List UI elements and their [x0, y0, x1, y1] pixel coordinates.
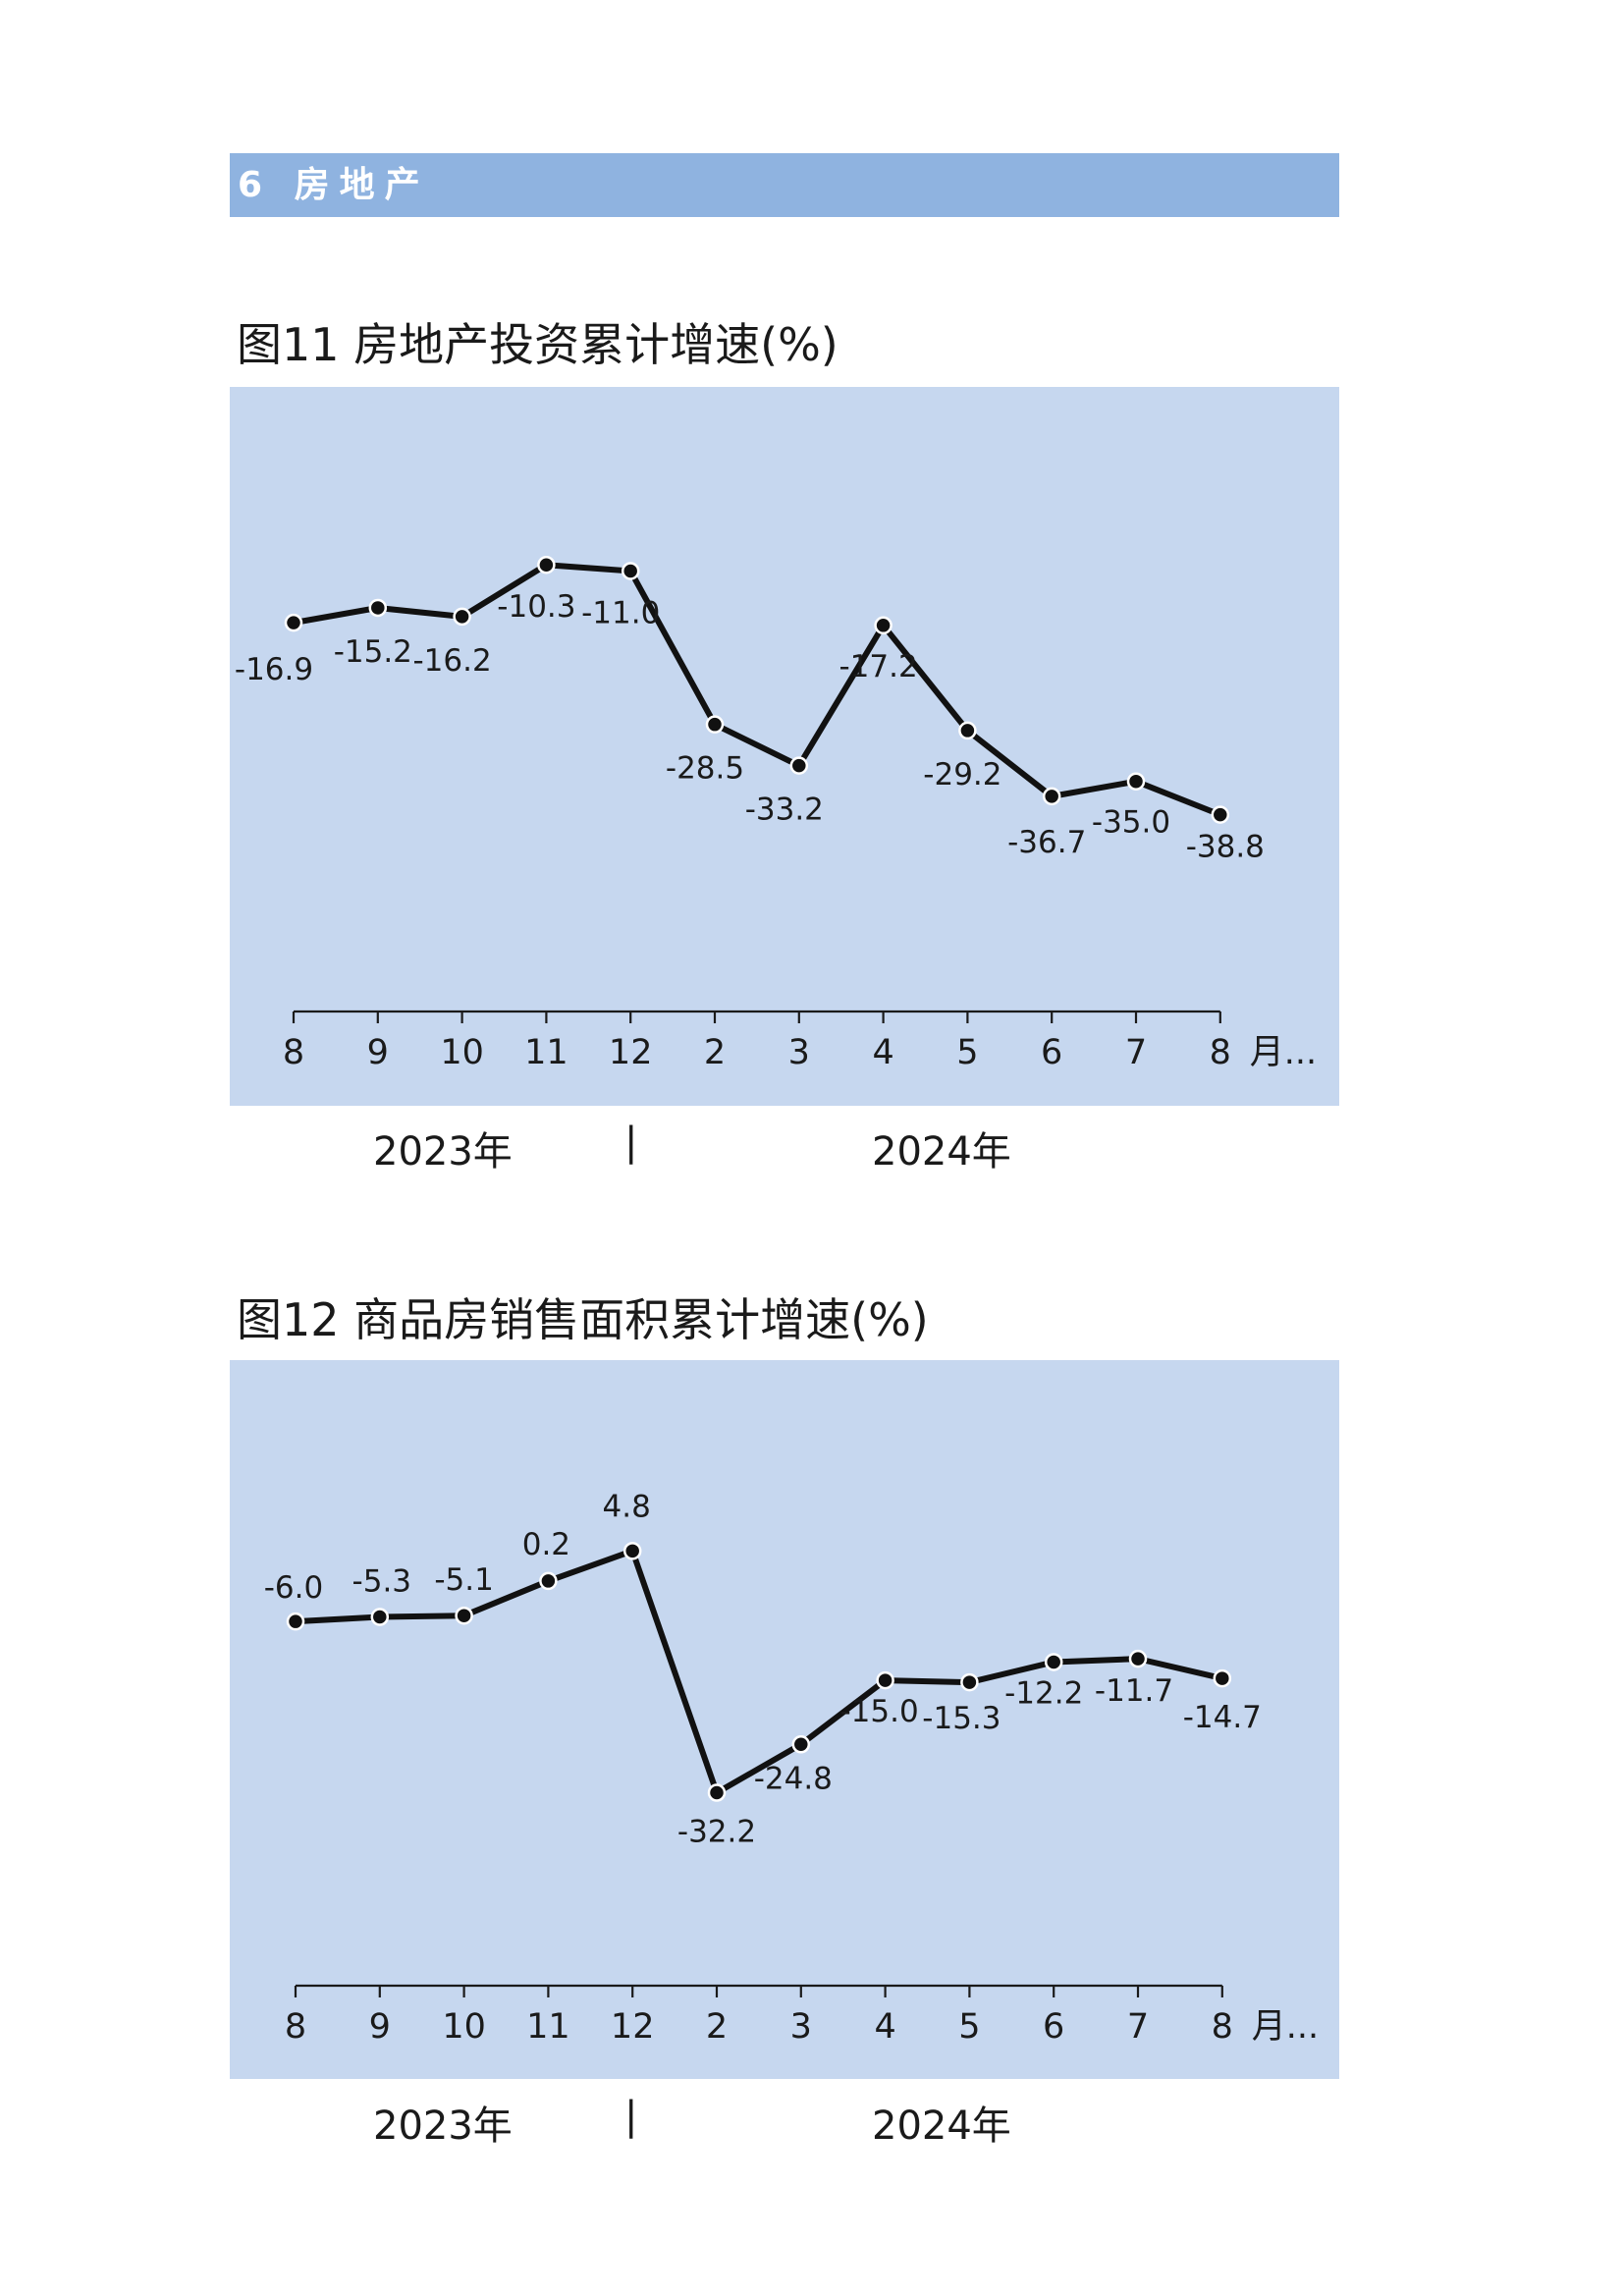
figure-12-year-2024: 2024年	[872, 2104, 1011, 2149]
data-point	[286, 1612, 305, 1631]
x-tick-label: 10	[442, 2007, 486, 2047]
data-label: -28.5	[666, 751, 744, 787]
data-point	[1044, 1653, 1063, 1671]
x-tick-label: 12	[611, 2007, 655, 2047]
section-title: 6 房地产	[238, 165, 430, 205]
x-tick-label: 8	[1212, 2007, 1233, 2047]
x-tick-label: 2	[704, 1033, 726, 1072]
data-label: -29.2	[923, 757, 1001, 793]
data-label: -5.1	[434, 1562, 494, 1598]
figure-12-title: 图12 商品房销售面积累计增速(%)	[237, 1293, 929, 1346]
data-label: -11.0	[581, 595, 660, 630]
data-point	[1128, 1649, 1148, 1668]
x-tick-label: 7	[1127, 2007, 1149, 2047]
data-point	[707, 1783, 727, 1802]
data-point	[874, 616, 893, 635]
data-point	[1126, 772, 1146, 791]
data-point	[453, 607, 471, 627]
data-point	[1213, 1668, 1232, 1688]
x-tick-label: 8	[1210, 1033, 1231, 1072]
x-tick-label: 9	[367, 1033, 389, 1072]
x-axis-unit: 月...	[1250, 1033, 1317, 1072]
data-label: -5.3	[352, 1564, 412, 1600]
figure-11-year-separator: |	[624, 1120, 638, 1165]
data-point	[1211, 805, 1230, 824]
series-line	[293, 1548, 1225, 1796]
data-label: -16.2	[412, 643, 491, 679]
x-tick-label: 4	[874, 2007, 895, 2047]
x-tick-label: 11	[526, 2007, 570, 2047]
data-label: -15.3	[922, 1701, 1001, 1736]
data-label: -12.2	[1004, 1675, 1083, 1711]
data-point	[791, 1735, 811, 1754]
data-point	[622, 1542, 642, 1560]
data-point	[370, 1608, 390, 1626]
x-tick-label: 9	[369, 2007, 391, 2047]
data-point	[539, 1571, 558, 1591]
x-tick-label: 4	[872, 1033, 893, 1072]
data-point	[368, 598, 388, 618]
data-point	[958, 721, 977, 740]
data-label: -36.7	[1007, 825, 1086, 860]
x-tick-label: 8	[283, 1033, 304, 1072]
data-label: -24.8	[754, 1761, 833, 1796]
x-tick-label: 11	[524, 1033, 568, 1072]
series-line	[291, 562, 1223, 818]
data-label: -11.7	[1095, 1673, 1173, 1709]
data-label: -6.0	[264, 1570, 324, 1606]
x-tick-label: 10	[440, 1033, 484, 1072]
data-point	[960, 1672, 979, 1692]
data-label: -38.8	[1186, 830, 1265, 865]
data-label: -15.2	[334, 634, 412, 670]
data-label: -15.0	[839, 1694, 918, 1729]
data-point	[705, 715, 725, 734]
figure-12-plot-area	[230, 1360, 1339, 2079]
x-tick-label: 7	[1125, 1033, 1147, 1072]
data-label: -35.0	[1092, 805, 1170, 841]
x-tick-label: 3	[788, 1033, 810, 1072]
x-tick-label: 5	[958, 2007, 980, 2047]
x-tick-label: 6	[1041, 1033, 1062, 1072]
data-label: 4.8	[603, 1489, 651, 1524]
x-tick-label: 2	[706, 2007, 728, 2047]
figure-11-plot-area	[230, 387, 1339, 1106]
x-tick-label: 8	[285, 2007, 306, 2047]
x-tick-label: 12	[609, 1033, 653, 1072]
data-point	[876, 1670, 894, 1690]
data-label: 0.2	[522, 1527, 570, 1562]
data-point	[284, 613, 303, 632]
section-header: 6 房地产	[230, 153, 1339, 217]
x-tick-label: 5	[956, 1033, 978, 1072]
data-point	[1042, 787, 1061, 806]
data-label: -33.2	[745, 793, 824, 828]
data-point	[789, 756, 809, 775]
data-label: -14.7	[1183, 1700, 1262, 1735]
data-label: -32.2	[677, 1815, 756, 1850]
figure-11-year-2023: 2023年	[373, 1129, 513, 1175]
x-axis-unit: 月...	[1252, 2007, 1319, 2047]
figure-11-title: 图11 房地产投资累计增速(%)	[237, 318, 839, 371]
figure-11-year-2024: 2024年	[872, 1129, 1011, 1175]
data-label: -10.3	[497, 589, 575, 625]
data-point	[537, 555, 556, 574]
data-point	[455, 1606, 473, 1625]
x-tick-label: 6	[1043, 2007, 1064, 2047]
data-label: -17.2	[839, 649, 917, 684]
figure-12-year-separator: |	[624, 2094, 638, 2139]
data-label: -16.9	[235, 652, 313, 687]
x-tick-label: 3	[790, 2007, 812, 2047]
data-point	[621, 562, 640, 580]
figure-12-year-2023: 2023年	[373, 2104, 513, 2149]
